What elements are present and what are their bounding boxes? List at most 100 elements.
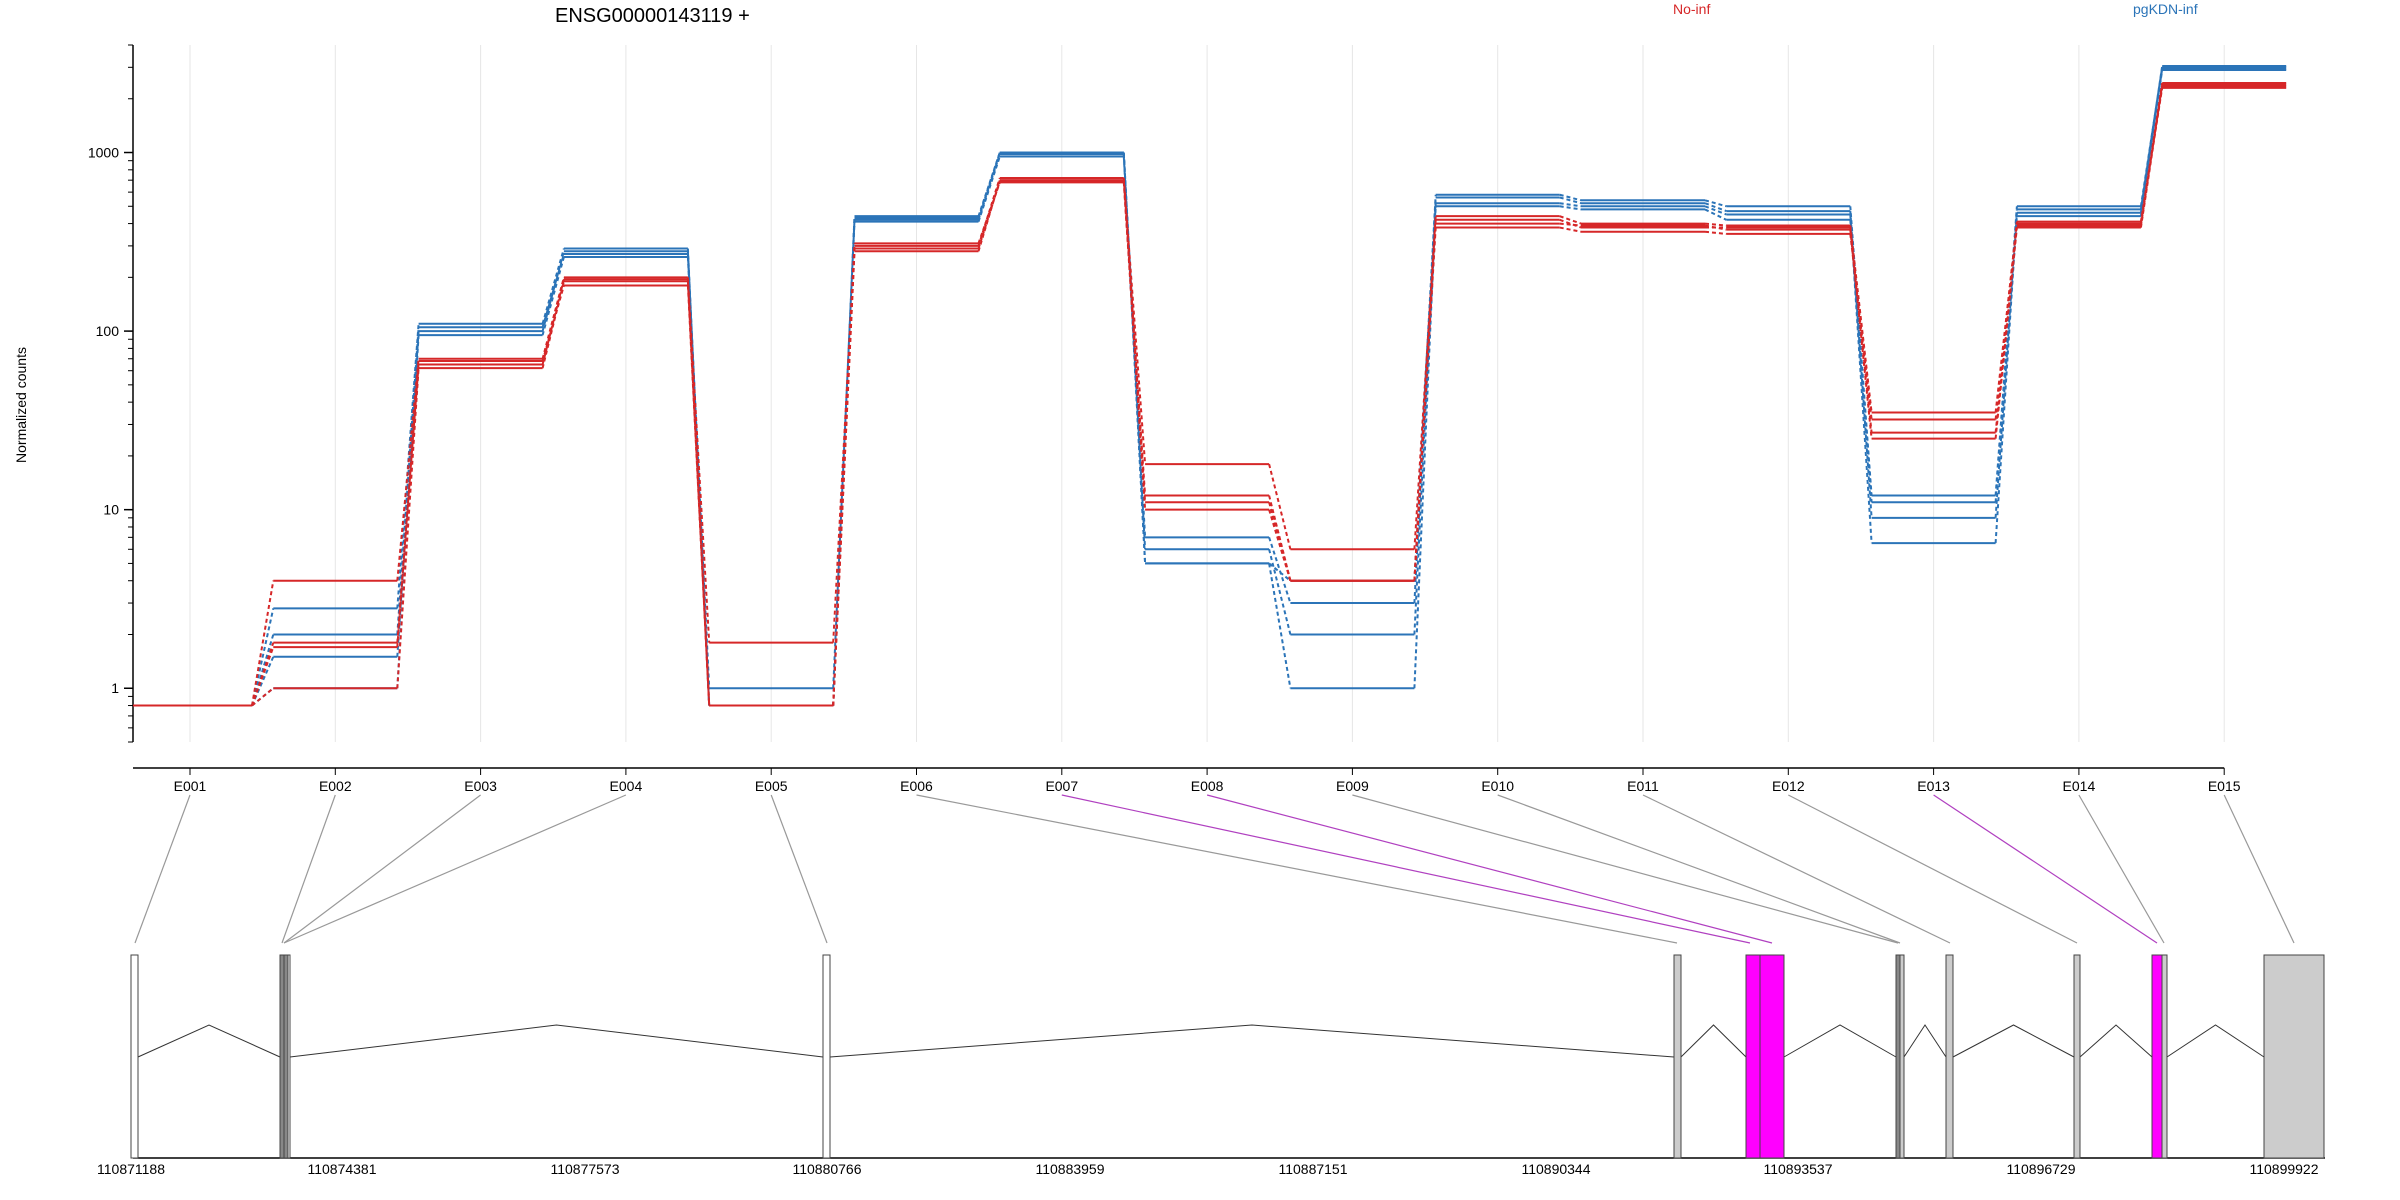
series-transition (1704, 205, 1727, 216)
exon-box (1899, 954, 1905, 1159)
x-tick-label: E001 (174, 778, 207, 794)
series-transition (832, 219, 856, 689)
genome-coordinate: 110896729 (2006, 1161, 2075, 1177)
exon-connector (283, 794, 481, 944)
exon-box (2073, 954, 2081, 1159)
exon-connectors (134, 794, 2295, 944)
y-tick-label: 100 (96, 323, 120, 339)
series-transition (1559, 193, 1582, 202)
intron-line (1680, 1024, 1747, 1058)
series-transition (2139, 68, 2164, 213)
y-tick-label: 1000 (88, 145, 119, 161)
exon-box (287, 954, 291, 1159)
series-transition (1268, 563, 1292, 689)
exon-connector (1788, 794, 2078, 944)
series-no-inf (133, 85, 2287, 707)
series-transition (832, 243, 856, 706)
exon-box (1945, 954, 1954, 1159)
intron-line (1783, 1024, 1897, 1058)
series-transition (1704, 199, 1727, 208)
x-tick-label: E011 (1627, 778, 1659, 794)
y-tick-label: 10 (103, 502, 119, 518)
series-transition (1704, 202, 1727, 213)
series-transition (1849, 206, 1873, 496)
series-transition (1268, 509, 1292, 582)
series-transition (1704, 208, 1727, 221)
exon-connector (281, 794, 336, 944)
exon-box (822, 954, 831, 1159)
series-transition (1849, 214, 1873, 544)
exon-box (283, 954, 289, 1159)
intron-line (289, 1024, 824, 1058)
series-transition (1704, 222, 1727, 227)
genome-coordinate: 110893537 (1763, 1161, 1832, 1177)
exon-box (2263, 954, 2325, 1159)
series-transition (1559, 215, 1582, 225)
intron-line (1903, 1024, 1947, 1058)
x-tick-label: E003 (464, 778, 497, 794)
series-transition (1849, 219, 1873, 503)
exon-box (2151, 954, 2163, 1159)
series-pgkdn-inf (133, 65, 2287, 707)
y-tick-label: 1 (111, 680, 119, 696)
genome-coordinate: 110877573 (550, 1161, 619, 1177)
series-transition (251, 687, 274, 707)
exon-connector (2078, 794, 2165, 944)
exon-connector (1642, 794, 1951, 944)
exon-connector (916, 794, 1678, 944)
series-transition (1122, 182, 1147, 510)
series-transition (1559, 205, 1582, 211)
x-tick-label: E006 (900, 778, 933, 794)
intron-line (829, 1024, 1675, 1058)
x-tick-label: E014 (2063, 778, 2096, 794)
exon-connector (283, 794, 627, 944)
y-axis-label: Normalized counts (13, 347, 29, 463)
series-no-inf (133, 86, 2287, 707)
genome-coordinate: 110883959 (1035, 1161, 1104, 1177)
x-tick-label: E013 (1917, 778, 1950, 794)
legend-no-inf: No-inf (1673, 1, 1710, 17)
chart-title: ENSG00000143119 + (555, 5, 750, 27)
exon-connector (134, 794, 191, 944)
exon-connector (1497, 794, 1901, 944)
exon-box (2161, 954, 2168, 1159)
series-pgkdn-inf (133, 66, 2287, 707)
series-pgkdn-inf (133, 67, 2287, 707)
series-transition (1122, 177, 1147, 465)
x-tick-label: E005 (755, 778, 788, 794)
series-transition (686, 277, 711, 643)
series-transition (396, 360, 420, 648)
series-transition (1268, 537, 1292, 604)
exon-box (1759, 954, 1785, 1159)
series-transition (396, 358, 420, 581)
intron-line (137, 1024, 281, 1058)
series-transition (1559, 196, 1582, 205)
series-transition (1268, 502, 1292, 581)
x-tick-label: E012 (1772, 778, 1805, 794)
x-axis: E001 E002 E003 E004 E005 E006 E007 E008 E009 E010… (133, 767, 2241, 794)
exon-connector (770, 794, 828, 944)
intron-line (2079, 1024, 2153, 1058)
y-axis: 1 10 100 1000 (88, 44, 134, 743)
x-tick-label: E015 (2208, 778, 2241, 794)
genome-coordinate: 110890344 (1521, 1161, 1590, 1177)
exon-connector (1933, 794, 2158, 944)
series-transition (977, 182, 1001, 244)
x-tick-label: E004 (610, 778, 643, 794)
x-tick-label: E002 (319, 778, 352, 794)
intron-line (2166, 1024, 2265, 1058)
exon-box (1745, 954, 1761, 1159)
genome-coordinate: 110880766 (792, 1161, 861, 1177)
exon-box (279, 954, 285, 1159)
legend-pgkdn-inf: pgKDN-inf (2133, 1, 2198, 17)
series-transition (1268, 549, 1292, 635)
series-pgkdn-inf (133, 68, 2287, 707)
series-transition (1704, 230, 1727, 235)
series-lines (133, 65, 2287, 707)
series-transition (2139, 87, 2164, 222)
intron-line (1952, 1024, 2075, 1058)
series-transition (1268, 463, 1292, 550)
series-transition (251, 634, 275, 706)
series-transition (1849, 233, 1873, 420)
exon-connector (2223, 794, 2295, 944)
